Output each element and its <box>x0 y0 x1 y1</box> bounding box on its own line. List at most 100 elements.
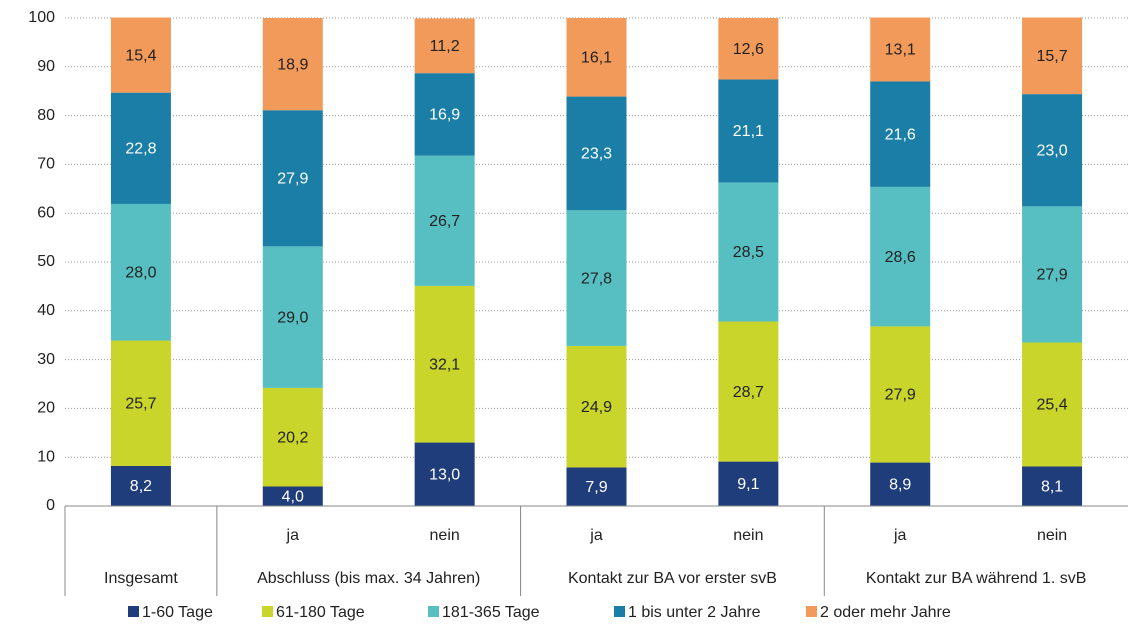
data-label: 27,9 <box>1037 267 1068 284</box>
data-label: 27,9 <box>277 171 308 188</box>
data-label: 15,4 <box>125 47 156 64</box>
data-label: 16,9 <box>429 107 460 124</box>
legend-label: 2 oder mehr Jahre <box>820 604 951 621</box>
bar-segment <box>262 246 323 388</box>
data-label: 28,0 <box>125 264 156 281</box>
y-tick-label: 70 <box>37 156 55 173</box>
data-label: 21,1 <box>733 123 764 140</box>
bar-segment <box>414 73 475 156</box>
y-tick-label: 30 <box>37 351 55 368</box>
data-label: 12,6 <box>733 41 764 58</box>
bar-segment <box>262 110 323 247</box>
bar-segment <box>718 461 779 506</box>
x-tick-label: nein <box>1037 527 1067 544</box>
data-label: 23,3 <box>581 146 612 163</box>
legend-label: 1-60 Tage <box>142 604 213 621</box>
bar-segment <box>110 17 171 93</box>
group-label: Insgesamt <box>104 570 178 587</box>
data-label: 27,9 <box>885 387 916 404</box>
legend-swatch <box>262 606 273 617</box>
data-label: 25,4 <box>1037 397 1068 414</box>
bar-segment <box>1022 206 1083 343</box>
bar-segment <box>566 18 627 97</box>
data-label: 25,7 <box>125 395 156 412</box>
bar-segment <box>414 442 475 506</box>
bar-segment <box>566 345 627 468</box>
data-label: 28,7 <box>733 384 764 401</box>
legend-label: 61-180 Tage <box>276 604 365 621</box>
x-tick-label: ja <box>589 527 603 544</box>
data-label: 8,9 <box>889 477 911 494</box>
y-tick-label: 60 <box>37 204 55 221</box>
bar-segment <box>414 18 475 74</box>
data-label: 23,0 <box>1037 142 1068 159</box>
data-label: 13,1 <box>885 42 916 59</box>
bar-segment <box>110 465 171 506</box>
y-tick-label: 50 <box>37 253 55 270</box>
x-tick-label: ja <box>893 527 907 544</box>
bar-segment <box>262 18 323 111</box>
legend-swatch <box>806 606 817 617</box>
data-label: 32,1 <box>429 356 460 373</box>
bar-segment <box>566 210 627 346</box>
data-label: 22,8 <box>125 141 156 158</box>
bar-segment <box>566 467 627 506</box>
bar-segment <box>414 155 475 286</box>
y-tick-label: 10 <box>37 448 55 465</box>
legend-swatch <box>428 606 439 617</box>
bar-segment <box>566 96 627 211</box>
data-label: 27,8 <box>581 270 612 287</box>
y-tick-label: 0 <box>46 497 55 514</box>
data-label: 26,7 <box>429 213 460 230</box>
data-label: 8,1 <box>1041 478 1063 495</box>
group-label: Abschluss (bis max. 34 Jahren) <box>257 570 480 587</box>
legend-label: 1 bis unter 2 Jahre <box>628 604 761 621</box>
data-label: 13,0 <box>429 466 460 483</box>
bar-segment <box>1022 94 1083 207</box>
bar-segment <box>870 17 931 82</box>
bar-segment <box>262 486 323 506</box>
x-tick-label: ja <box>286 527 300 544</box>
data-label: 20,2 <box>277 429 308 446</box>
y-tick-label: 100 <box>28 9 55 26</box>
bar-segment <box>718 18 779 80</box>
data-label: 4,0 <box>282 488 304 505</box>
y-tick-label: 80 <box>37 107 55 124</box>
data-label: 18,9 <box>277 56 308 73</box>
legend-swatch <box>614 606 625 617</box>
bar-segment <box>1022 17 1083 95</box>
data-label: 28,5 <box>733 244 764 261</box>
data-label: 21,6 <box>885 126 916 143</box>
bar-segment <box>110 92 171 204</box>
legend-label: 181-365 Tage <box>442 604 540 621</box>
bar-segment <box>718 79 779 183</box>
x-tick-label: nein <box>430 527 460 544</box>
bar-segment <box>870 326 931 463</box>
data-label: 8,2 <box>130 478 152 495</box>
bar-segment <box>870 81 931 187</box>
data-label: 9,1 <box>737 476 759 493</box>
bar-segment <box>870 462 931 506</box>
y-tick-label: 20 <box>37 400 55 417</box>
data-label: 28,6 <box>885 249 916 266</box>
bar-segment <box>110 340 171 466</box>
bar-segment <box>718 321 779 462</box>
y-tick-label: 90 <box>37 58 55 75</box>
y-tick-label: 40 <box>37 302 55 319</box>
bar-segment <box>262 387 323 487</box>
bar-segment <box>718 182 779 322</box>
group-label: Kontakt zur BA während 1. svB <box>866 570 1087 587</box>
group-label: Kontakt zur BA vor erster svB <box>568 570 777 587</box>
bar-segment <box>110 203 171 341</box>
legend-swatch <box>128 606 139 617</box>
bar-segment <box>1022 342 1083 467</box>
data-label: 16,1 <box>581 50 612 67</box>
data-label: 7,9 <box>585 479 607 496</box>
data-label: 15,7 <box>1037 48 1068 65</box>
bar-segment <box>414 285 475 443</box>
bar-segment <box>870 186 931 327</box>
bar-segment <box>1022 466 1083 506</box>
x-tick-label: nein <box>733 527 763 544</box>
data-label: 29,0 <box>277 309 308 326</box>
